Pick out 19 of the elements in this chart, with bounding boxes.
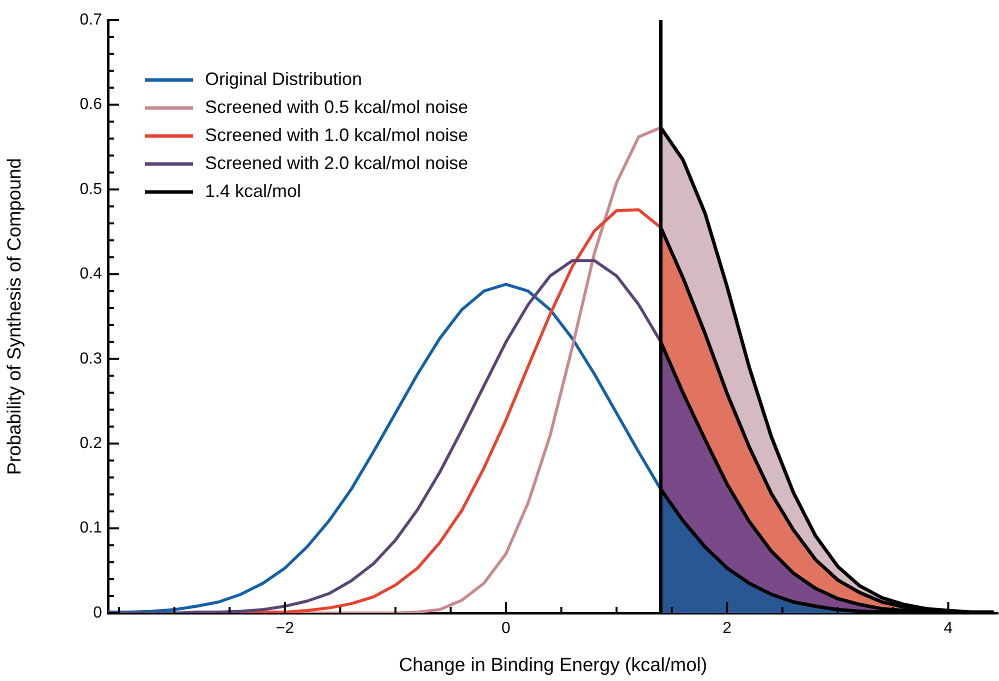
legend-label: Screened with 1.0 kcal/mol noise — [205, 124, 468, 145]
y-tick-label: 0.1 — [80, 520, 102, 537]
x-tick-label: 4 — [944, 620, 953, 638]
y-axis-title: Probability of Synthesis of Compound — [4, 158, 26, 475]
x-tick-label: 0 — [502, 620, 511, 638]
x-axis-title: Change in Binding Energy (kcal/mol) — [398, 654, 708, 676]
y-tick-label: 0.7 — [80, 11, 102, 28]
legend-label: 1.4 kcal/mol — [205, 180, 302, 201]
y-tick-label: 0.5 — [80, 180, 102, 198]
x-tick-label: 2 — [722, 620, 732, 638]
x-tick-label: −2 — [276, 620, 294, 638]
y-tick-label: 0.4 — [80, 266, 102, 283]
legend-label: Original Distribution — [205, 68, 362, 89]
y-tick-label: 0.3 — [80, 350, 102, 368]
legend-label: Screened with 0.5 kcal/mol noise — [205, 96, 468, 117]
y-tick-label: 0 — [93, 604, 102, 622]
legend-label: Screened with 2.0 kcal/mol noise — [205, 152, 468, 173]
y-tick-label: 0.2 — [80, 434, 102, 452]
y-tick-label: 0.6 — [80, 96, 102, 114]
